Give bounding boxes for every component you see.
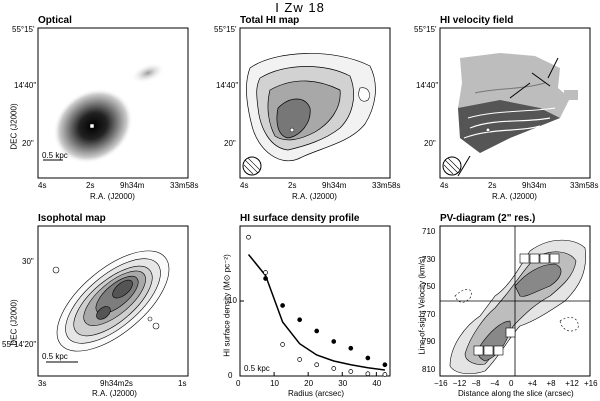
total-hi-map [239, 27, 391, 179]
profile-point-open [382, 372, 388, 377]
optical-xtick-3: 9h34m [120, 181, 145, 190]
profile-point-open [246, 234, 251, 240]
total-hi-ytick-1: 55°15' [214, 25, 237, 34]
hi-velocity-map [439, 27, 591, 179]
profile-xtick-label: 10 [270, 379, 279, 388]
profile-ytick-label: 0 [228, 371, 233, 380]
hi-velocity-xtick-4: 33m58s [570, 181, 599, 190]
isophotal-scalebar: 0.5 kpc [42, 352, 68, 361]
pv-xtick-label: −4 [490, 379, 500, 388]
pv-ytick-label: 790 [422, 337, 436, 347]
pv-xtick-label: +8 [546, 379, 556, 388]
profile-point-open [297, 357, 303, 362]
profile-point-filled [348, 345, 354, 351]
hi-velocity-xtick-2: 2s [488, 181, 497, 190]
optical-xtick-4: 33m58s [170, 181, 199, 190]
isophotal-xlabel: R.A. (J2000) [92, 389, 137, 398]
pv-ytick-label: 730 [422, 254, 436, 264]
profile-line [247, 254, 385, 371]
profile-xtick-label: 0 [236, 379, 241, 388]
profile-point-filled [365, 355, 371, 361]
profile-xlabel: Radius (arcsec) [288, 389, 345, 398]
total-hi-ytick-2: 14'40" [216, 81, 239, 90]
profile-point-open [348, 369, 354, 374]
profile-point-filled [382, 362, 388, 368]
total-hi-xtick-1: 4s [240, 181, 249, 190]
pv-diagram [439, 225, 591, 377]
pv-xtick-label: +16 [584, 379, 598, 388]
optical-image [37, 27, 189, 179]
hi-velocity-xtick-1: 4s [440, 181, 449, 190]
profile-chart [239, 225, 391, 377]
total-hi-ytick-3: 20" [224, 139, 236, 148]
hi-velocity-xlabel: R.A. (J2000) [492, 192, 537, 201]
isophotal-ytick-1: 30" [22, 257, 34, 266]
pv-xtick-label: −8 [471, 379, 481, 388]
figure-title: I Zw 18 [275, 0, 325, 15]
pv-xtick-label: +4 [527, 379, 537, 388]
optical-ytick-2: 14'40" [14, 81, 37, 90]
isophotal-ytick-2: 55°14'20" [2, 340, 37, 349]
profile-point-open [263, 270, 268, 275]
pv-title: PV-diagram (2" res.) [440, 213, 536, 224]
optical-xtick-2: 2s [86, 181, 95, 190]
optical-ytick-3: 20" [22, 139, 34, 148]
profile-xtick-label: 30 [338, 379, 348, 388]
hi-velocity-ytick-3: 20" [424, 139, 436, 148]
pv-xlabel: Distance along the slice (arcsec) [458, 389, 574, 398]
pv-xtick-label: +12 [565, 379, 579, 388]
pv-xtick-label: −16 [434, 379, 448, 388]
isophotal-map [37, 225, 189, 377]
profile-point-open [365, 371, 371, 377]
profile-point-filled [280, 303, 285, 308]
total-hi-xtick-2: 2s [288, 181, 297, 190]
profile-scalebar: 0.5 kpc [244, 364, 270, 373]
pv-xtick-label: 0 [509, 379, 514, 388]
total-hi-title: Total HI map [240, 15, 300, 26]
hi-velocity-ytick-1: 55°15' [414, 25, 437, 34]
isophotal-ylabel: DEC (J2000) [9, 299, 19, 346]
total-hi-xtick-3: 9h34m [322, 181, 347, 190]
optical-ytick-1: 55°15' [12, 25, 35, 34]
pv-xtick-label: −12 [452, 379, 467, 388]
isophotal-xtick-3: 1s [178, 379, 187, 388]
profile-xtick-label: 20 [304, 379, 314, 388]
optical-xlabel: R.A. (J2000) [90, 192, 135, 201]
optical-title: Optical [38, 15, 72, 26]
optical-scalebar: 0.5 kpc [42, 151, 68, 160]
profile-point-open [331, 366, 337, 371]
profile-point-filled [297, 317, 303, 323]
profile-point-open [280, 342, 285, 347]
hi-velocity-title: HI velocity field [440, 15, 514, 26]
isophotal-xtick-1: 3s [38, 379, 47, 388]
profile-point-filled [263, 276, 268, 281]
profile-xtick-label: 40 [372, 379, 382, 388]
profile-point-filled [314, 328, 320, 334]
profile-ylabel: HI surface density (M⊙ pc⁻²) [222, 254, 232, 357]
pv-ytick-label: 710 [422, 227, 436, 236]
optical-xtick-1: 4s [38, 181, 47, 190]
profile-point-filled [331, 339, 337, 344]
pv-ytick-label: 770 [422, 309, 436, 319]
profile-title: HI surface density profile [240, 213, 360, 224]
optical-ylabel: DEC (J2000) [9, 103, 19, 150]
isophotal-title: Isophotal map [38, 213, 106, 224]
profile-point-open [314, 362, 320, 368]
total-hi-xtick-4: 33m58s [372, 181, 401, 190]
pv-ylabel: Line-of-sight Velocity (km/s) [417, 256, 427, 355]
hi-velocity-xtick-3: 9h34m [522, 181, 547, 190]
hi-velocity-ytick-2: 14'40" [416, 81, 439, 90]
profile-ytick-label: 10 [228, 296, 237, 305]
pv-ytick-label: 810 [422, 365, 436, 374]
isophotal-xtick-2: 9h34m2s [100, 379, 133, 388]
pv-ytick-label: 750 [422, 282, 436, 292]
total-hi-xlabel: R.A. (J2000) [292, 192, 337, 201]
